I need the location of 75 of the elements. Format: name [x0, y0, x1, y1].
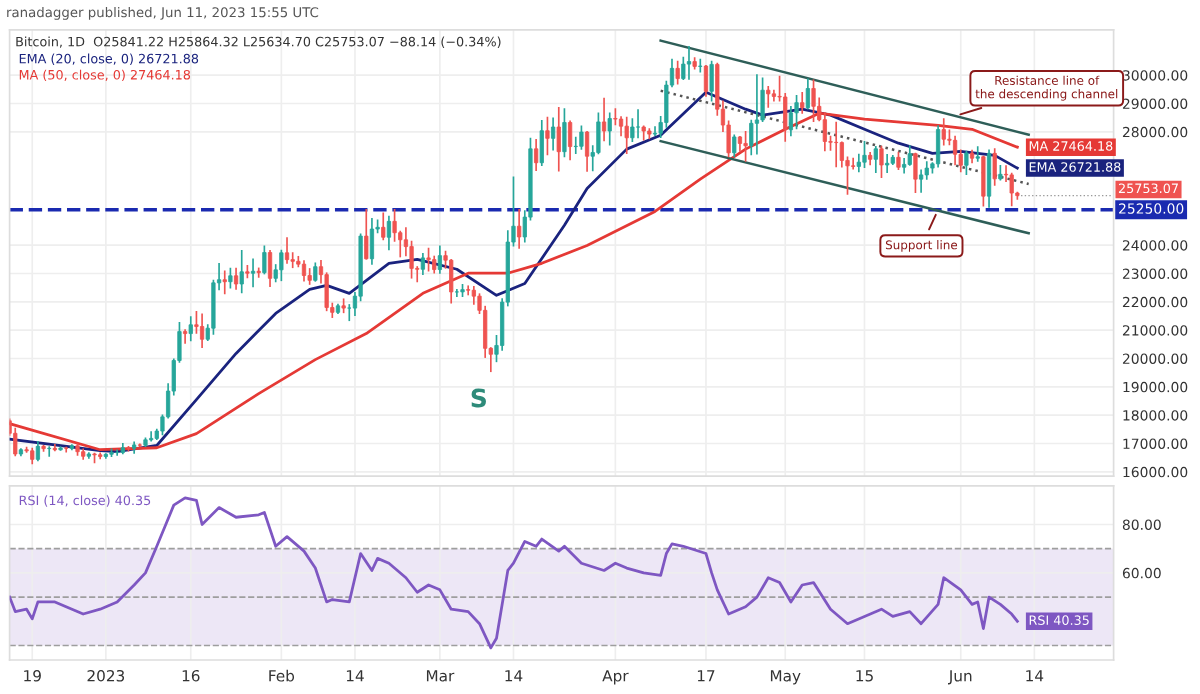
- candlestick: [624, 116, 629, 154]
- candlestick: [545, 116, 550, 156]
- candlestick: [188, 316, 193, 342]
- candlestick: [986, 149, 992, 208]
- candlestick: [754, 74, 760, 155]
- candlestick: [981, 155, 986, 207]
- candlestick: [992, 148, 997, 186]
- candlestick: [369, 217, 375, 265]
- candlestick: [907, 145, 912, 166]
- candlestick: [834, 121, 839, 168]
- candlestick: [975, 146, 980, 162]
- candlestick: [556, 106, 561, 172]
- candlestick: [426, 247, 431, 272]
- candlestick: [686, 46, 692, 80]
- candlestick: [35, 440, 41, 462]
- candlestick: [381, 212, 386, 241]
- candlestick: [794, 95, 799, 130]
- candlestick: [437, 245, 442, 274]
- candlestick: [805, 78, 810, 110]
- candlestick: [766, 85, 771, 108]
- candlestick: [675, 60, 680, 85]
- candlestick: [918, 169, 924, 193]
- annotation: S: [471, 388, 486, 408]
- candlestick: [800, 91, 805, 114]
- candlestick: [873, 146, 878, 173]
- candlestick: [732, 134, 737, 158]
- candlestick: [862, 140, 867, 169]
- candlestick: [284, 237, 290, 264]
- candlestick: [239, 250, 244, 294]
- candlestick: [301, 260, 307, 282]
- candlestick: [64, 446, 69, 453]
- candlestick: [703, 64, 709, 97]
- candlestick: [913, 152, 918, 194]
- candlestick: [534, 138, 539, 171]
- candlestick: [182, 329, 188, 344]
- candlestick: [539, 119, 544, 167]
- candlestick: [879, 145, 884, 179]
- candlestick: [420, 253, 426, 275]
- candlestick: [256, 267, 261, 278]
- candlestick: [935, 125, 941, 168]
- candlestick: [584, 131, 590, 172]
- candlestick: [228, 267, 233, 289]
- candlestick: [13, 427, 18, 457]
- candlestick: [811, 79, 816, 122]
- candlestick: [347, 304, 352, 322]
- candlestick: [952, 135, 958, 166]
- candlestick: [573, 136, 578, 154]
- candlestick: [709, 60, 714, 102]
- candlestick: [550, 117, 556, 151]
- candlestick: [386, 215, 392, 251]
- candlestick: [562, 108, 567, 158]
- candlestick: [279, 249, 284, 282]
- line-series: [9, 496, 1019, 650]
- candlestick: [964, 150, 969, 175]
- candlestick: [579, 125, 584, 150]
- candlestick: [233, 267, 239, 290]
- candlestick: [250, 258, 256, 288]
- candlestick: [1009, 172, 1014, 207]
- candlestick: [47, 446, 52, 457]
- candlestick: [454, 289, 459, 298]
- candlestick: [698, 58, 703, 73]
- candlestick: [635, 109, 641, 139]
- candlestick: [517, 208, 522, 249]
- candlestick: [364, 208, 369, 260]
- candlestick: [449, 259, 454, 304]
- candlestick: [262, 245, 267, 275]
- candlestick: [607, 112, 612, 146]
- candlestick: [199, 313, 205, 349]
- candlestick: [222, 270, 227, 295]
- candlestick: [567, 120, 573, 161]
- candlestick: [267, 250, 273, 288]
- candlestick: [941, 118, 946, 146]
- candlestick: [601, 97, 607, 142]
- candlestick: [885, 153, 890, 173]
- candlestick: [743, 131, 748, 162]
